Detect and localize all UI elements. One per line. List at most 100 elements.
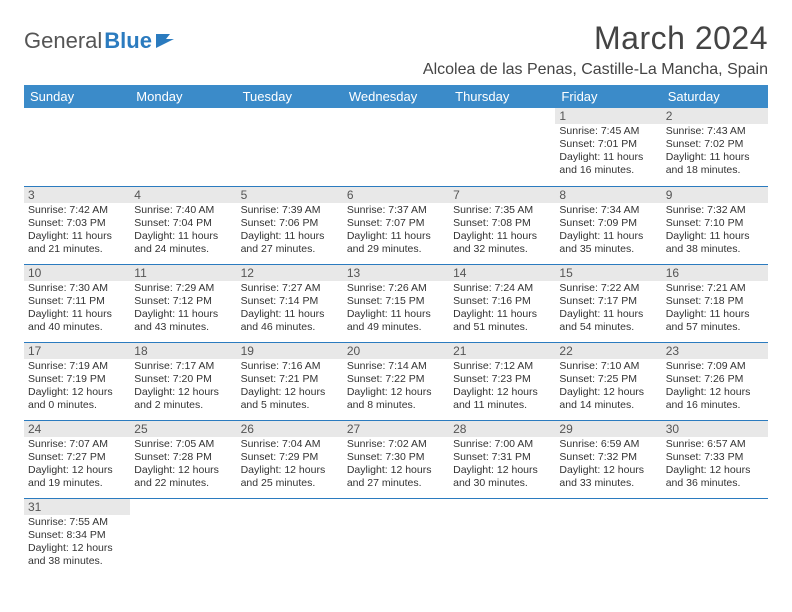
day-content: Sunrise: 7:02 AMSunset: 7:30 PMDaylight:… xyxy=(343,437,449,492)
calendar-day-cell: 4Sunrise: 7:40 AMSunset: 7:04 PMDaylight… xyxy=(130,186,236,264)
weekday-header: Wednesday xyxy=(343,85,449,108)
calendar-day-cell: 26Sunrise: 7:04 AMSunset: 7:29 PMDayligh… xyxy=(237,420,343,498)
calendar-day-cell: 27Sunrise: 7:02 AMSunset: 7:30 PMDayligh… xyxy=(343,420,449,498)
calendar-week-row: 10Sunrise: 7:30 AMSunset: 7:11 PMDayligh… xyxy=(24,264,768,342)
weekday-header: Monday xyxy=(130,85,236,108)
flag-icon xyxy=(156,34,174,48)
title-block: March 2024 Alcolea de las Penas, Castill… xyxy=(423,20,768,79)
calendar-day-cell: 1Sunrise: 7:45 AMSunset: 7:01 PMDaylight… xyxy=(555,108,661,186)
calendar-day-cell: 23Sunrise: 7:09 AMSunset: 7:26 PMDayligh… xyxy=(662,342,768,420)
day-content: Sunrise: 7:09 AMSunset: 7:26 PMDaylight:… xyxy=(662,359,768,414)
day-content: Sunrise: 7:40 AMSunset: 7:04 PMDaylight:… xyxy=(130,203,236,258)
calendar-day-cell: 22Sunrise: 7:10 AMSunset: 7:25 PMDayligh… xyxy=(555,342,661,420)
day-number: 28 xyxy=(449,421,555,437)
day-number: 25 xyxy=(130,421,236,437)
calendar-week-row: 17Sunrise: 7:19 AMSunset: 7:19 PMDayligh… xyxy=(24,342,768,420)
day-number: 11 xyxy=(130,265,236,281)
calendar-day-cell: 31Sunrise: 7:55 AMSunset: 8:34 PMDayligh… xyxy=(24,498,130,576)
calendar-day-cell: 11Sunrise: 7:29 AMSunset: 7:12 PMDayligh… xyxy=(130,264,236,342)
day-content: Sunrise: 7:43 AMSunset: 7:02 PMDaylight:… xyxy=(662,124,768,179)
weekday-header-row: Sunday Monday Tuesday Wednesday Thursday… xyxy=(24,85,768,108)
day-number: 14 xyxy=(449,265,555,281)
day-number: 22 xyxy=(555,343,661,359)
calendar-day-cell: 6Sunrise: 7:37 AMSunset: 7:07 PMDaylight… xyxy=(343,186,449,264)
day-number: 10 xyxy=(24,265,130,281)
calendar-day-cell xyxy=(662,498,768,576)
day-content: Sunrise: 7:04 AMSunset: 7:29 PMDaylight:… xyxy=(237,437,343,492)
calendar-day-cell xyxy=(24,108,130,186)
day-content: Sunrise: 7:24 AMSunset: 7:16 PMDaylight:… xyxy=(449,281,555,336)
day-content: Sunrise: 7:19 AMSunset: 7:19 PMDaylight:… xyxy=(24,359,130,414)
day-content: Sunrise: 7:05 AMSunset: 7:28 PMDaylight:… xyxy=(130,437,236,492)
calendar-day-cell: 7Sunrise: 7:35 AMSunset: 7:08 PMDaylight… xyxy=(449,186,555,264)
day-number: 19 xyxy=(237,343,343,359)
day-content: Sunrise: 7:30 AMSunset: 7:11 PMDaylight:… xyxy=(24,281,130,336)
calendar-day-cell: 30Sunrise: 6:57 AMSunset: 7:33 PMDayligh… xyxy=(662,420,768,498)
page-header: GeneralBlue March 2024 Alcolea de las Pe… xyxy=(24,20,768,79)
calendar-day-cell: 25Sunrise: 7:05 AMSunset: 7:28 PMDayligh… xyxy=(130,420,236,498)
day-number: 21 xyxy=(449,343,555,359)
day-content: Sunrise: 7:34 AMSunset: 7:09 PMDaylight:… xyxy=(555,203,661,258)
day-content: Sunrise: 7:35 AMSunset: 7:08 PMDaylight:… xyxy=(449,203,555,258)
calendar-day-cell xyxy=(130,108,236,186)
calendar-day-cell: 2Sunrise: 7:43 AMSunset: 7:02 PMDaylight… xyxy=(662,108,768,186)
calendar-day-cell: 8Sunrise: 7:34 AMSunset: 7:09 PMDaylight… xyxy=(555,186,661,264)
day-number: 5 xyxy=(237,187,343,203)
calendar-table: Sunday Monday Tuesday Wednesday Thursday… xyxy=(24,85,768,576)
day-number: 1 xyxy=(555,108,661,124)
calendar-day-cell: 12Sunrise: 7:27 AMSunset: 7:14 PMDayligh… xyxy=(237,264,343,342)
day-number: 23 xyxy=(662,343,768,359)
calendar-day-cell: 17Sunrise: 7:19 AMSunset: 7:19 PMDayligh… xyxy=(24,342,130,420)
calendar-day-cell xyxy=(449,498,555,576)
day-number: 2 xyxy=(662,108,768,124)
calendar-day-cell: 15Sunrise: 7:22 AMSunset: 7:17 PMDayligh… xyxy=(555,264,661,342)
calendar-day-cell: 10Sunrise: 7:30 AMSunset: 7:11 PMDayligh… xyxy=(24,264,130,342)
day-number: 31 xyxy=(24,499,130,515)
location-subtitle: Alcolea de las Penas, Castille-La Mancha… xyxy=(423,61,768,79)
day-content: Sunrise: 7:29 AMSunset: 7:12 PMDaylight:… xyxy=(130,281,236,336)
calendar-body: 1Sunrise: 7:45 AMSunset: 7:01 PMDaylight… xyxy=(24,108,768,576)
day-content: Sunrise: 7:39 AMSunset: 7:06 PMDaylight:… xyxy=(237,203,343,258)
day-number: 13 xyxy=(343,265,449,281)
calendar-week-row: 3Sunrise: 7:42 AMSunset: 7:03 PMDaylight… xyxy=(24,186,768,264)
calendar-day-cell: 3Sunrise: 7:42 AMSunset: 7:03 PMDaylight… xyxy=(24,186,130,264)
day-number: 27 xyxy=(343,421,449,437)
month-title: March 2024 xyxy=(423,20,768,57)
day-content: Sunrise: 7:55 AMSunset: 8:34 PMDaylight:… xyxy=(24,515,130,570)
calendar-week-row: 1Sunrise: 7:45 AMSunset: 7:01 PMDaylight… xyxy=(24,108,768,186)
calendar-day-cell: 14Sunrise: 7:24 AMSunset: 7:16 PMDayligh… xyxy=(449,264,555,342)
day-number: 18 xyxy=(130,343,236,359)
day-number: 17 xyxy=(24,343,130,359)
day-content: Sunrise: 7:22 AMSunset: 7:17 PMDaylight:… xyxy=(555,281,661,336)
weekday-header: Tuesday xyxy=(237,85,343,108)
day-content: Sunrise: 7:45 AMSunset: 7:01 PMDaylight:… xyxy=(555,124,661,179)
calendar-day-cell: 21Sunrise: 7:12 AMSunset: 7:23 PMDayligh… xyxy=(449,342,555,420)
calendar-day-cell xyxy=(237,498,343,576)
day-content: Sunrise: 7:12 AMSunset: 7:23 PMDaylight:… xyxy=(449,359,555,414)
day-number: 9 xyxy=(662,187,768,203)
day-content: Sunrise: 7:32 AMSunset: 7:10 PMDaylight:… xyxy=(662,203,768,258)
day-content: Sunrise: 7:16 AMSunset: 7:21 PMDaylight:… xyxy=(237,359,343,414)
day-number: 12 xyxy=(237,265,343,281)
logo: GeneralBlue xyxy=(24,20,174,54)
day-number: 20 xyxy=(343,343,449,359)
day-content: Sunrise: 7:07 AMSunset: 7:27 PMDaylight:… xyxy=(24,437,130,492)
day-number: 4 xyxy=(130,187,236,203)
calendar-day-cell: 20Sunrise: 7:14 AMSunset: 7:22 PMDayligh… xyxy=(343,342,449,420)
calendar-day-cell xyxy=(555,498,661,576)
weekday-header: Saturday xyxy=(662,85,768,108)
calendar-day-cell: 16Sunrise: 7:21 AMSunset: 7:18 PMDayligh… xyxy=(662,264,768,342)
day-content: Sunrise: 7:42 AMSunset: 7:03 PMDaylight:… xyxy=(24,203,130,258)
day-number: 30 xyxy=(662,421,768,437)
weekday-header: Friday xyxy=(555,85,661,108)
calendar-day-cell: 24Sunrise: 7:07 AMSunset: 7:27 PMDayligh… xyxy=(24,420,130,498)
day-number: 29 xyxy=(555,421,661,437)
calendar-day-cell: 19Sunrise: 7:16 AMSunset: 7:21 PMDayligh… xyxy=(237,342,343,420)
day-content: Sunrise: 7:26 AMSunset: 7:15 PMDaylight:… xyxy=(343,281,449,336)
logo-text-general: General xyxy=(24,28,102,54)
day-number: 3 xyxy=(24,187,130,203)
calendar-day-cell xyxy=(343,108,449,186)
calendar-week-row: 31Sunrise: 7:55 AMSunset: 8:34 PMDayligh… xyxy=(24,498,768,576)
weekday-header: Sunday xyxy=(24,85,130,108)
calendar-day-cell: 28Sunrise: 7:00 AMSunset: 7:31 PMDayligh… xyxy=(449,420,555,498)
